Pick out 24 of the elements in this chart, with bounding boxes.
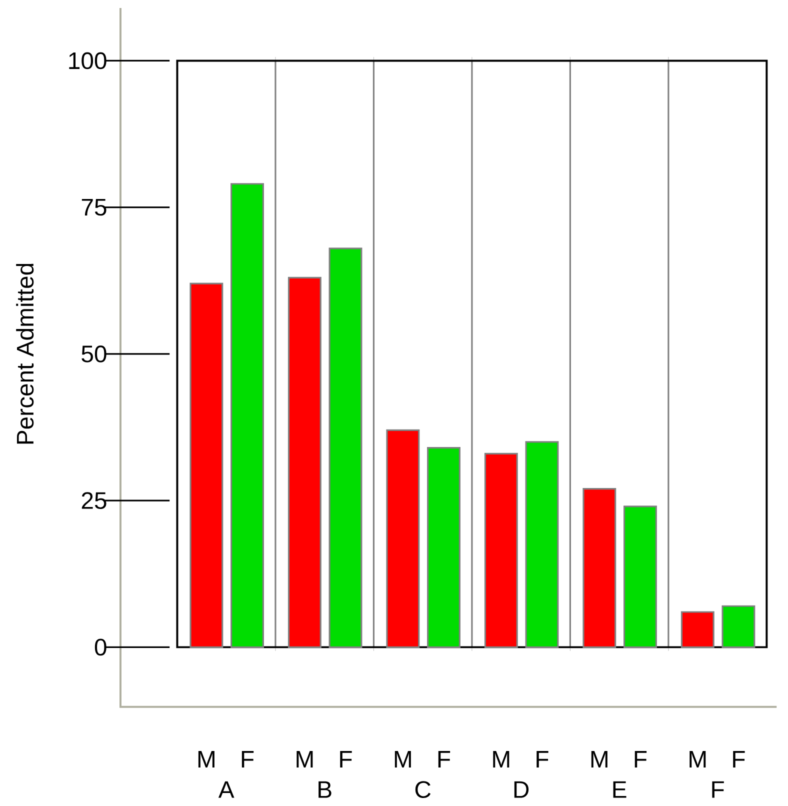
x-tick-label: M	[493, 751, 510, 768]
x-tick-label: F	[733, 751, 745, 768]
y-tick-label: 25	[82, 492, 106, 510]
text: C	[416, 781, 431, 798]
text: E	[614, 781, 626, 798]
text: A	[218, 781, 234, 798]
y-tick-label: 50	[82, 345, 107, 362]
y-axis-title: Percent Admitted	[16, 264, 34, 444]
x-tick-label: F	[635, 751, 647, 768]
x-tick-label: F	[438, 751, 450, 768]
x-tick-label: F	[242, 751, 254, 768]
x-tick-label: F	[340, 751, 352, 768]
y-tick-label: 0	[95, 638, 107, 656]
x-tick-label: M	[395, 751, 412, 768]
text: D	[514, 781, 529, 798]
x-tick-label: M	[198, 751, 215, 768]
text: F	[712, 781, 724, 798]
y-tick-label: 75	[82, 199, 106, 216]
x-tick-label: M	[690, 751, 706, 768]
x-tick-label: M	[296, 751, 313, 768]
text: B	[318, 781, 332, 798]
y-tick-label: 100	[69, 52, 107, 70]
x-tick-label: M	[592, 751, 608, 768]
x-tick-label: F	[536, 751, 549, 768]
